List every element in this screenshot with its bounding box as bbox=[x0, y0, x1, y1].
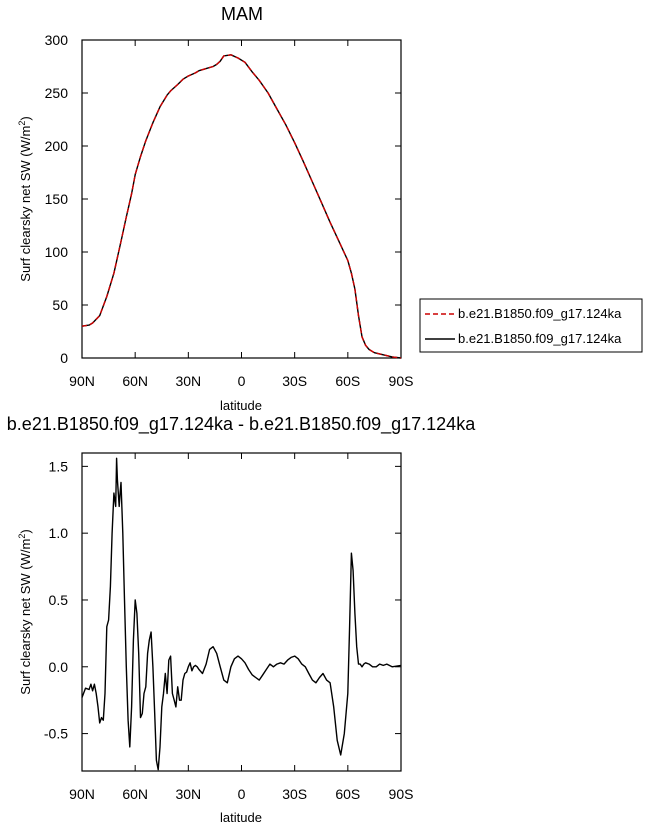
top-x-tick-label: 90N bbox=[69, 373, 95, 389]
bottom-series-line-0 bbox=[81, 457, 402, 771]
bottom-y-tick-label: 0.0 bbox=[49, 659, 69, 675]
bottom-y-tick-label: 1.5 bbox=[49, 458, 69, 474]
top-y-tick-label: 50 bbox=[52, 297, 68, 313]
top-x-tick-label: 60N bbox=[122, 373, 148, 389]
bottom-y-axis-label: Surf clearsky net SW (W/m2) bbox=[17, 529, 33, 694]
top-x-tick-label: 0 bbox=[238, 373, 246, 389]
bottom-x-tick-label: 60S bbox=[335, 786, 360, 802]
top-y-tick-label: 100 bbox=[45, 244, 69, 260]
bottom-plot-frame bbox=[81, 452, 402, 772]
legend-box bbox=[419, 298, 643, 353]
bottom-x-tick-label: 30S bbox=[282, 786, 307, 802]
bottom-y-tick-label: 1.0 bbox=[49, 525, 69, 541]
bottom-axis-ticks: 90N 60N 30N 0 30S 60S 90S -0.5 0.0 0.5 1.0 1.5 bbox=[44, 453, 414, 802]
bottom-series-lines bbox=[81, 457, 402, 771]
top-x-tick-label: 90S bbox=[389, 373, 414, 389]
top-x-tick-label: 30N bbox=[175, 373, 201, 389]
top-chart: 90N 60N 30N 0 30S 60S 90S 0 50 100 150 200 250 300 la… bbox=[17, 32, 413, 413]
top-y-tick-label: 0 bbox=[60, 350, 68, 366]
bottom-x-tick-label: 60N bbox=[122, 786, 148, 802]
bottom-x-tick-label: 0 bbox=[238, 786, 246, 802]
top-series-lines bbox=[81, 54, 402, 359]
bottom-chart-title: b.e21.B1850.f09_g17.124ka - b.e21.B1850.… bbox=[7, 414, 476, 435]
top-y-tick-label: 200 bbox=[45, 138, 69, 154]
bottom-x-tick-label: 30N bbox=[175, 786, 201, 802]
top-y-tick-label: 150 bbox=[45, 191, 69, 207]
bottom-x-tick-label: 90N bbox=[69, 786, 95, 802]
bottom-chart: b.e21.B1850.f09_g17.124ka - b.e21.B1850.… bbox=[7, 414, 476, 825]
top-y-tick-label: 250 bbox=[45, 85, 69, 101]
legend-label-dashed: b.e21.B1850.f09_g17.124ka bbox=[458, 306, 622, 321]
bottom-y-tick-label: 0.5 bbox=[49, 592, 69, 608]
bottom-x-axis-label: latitude bbox=[220, 810, 262, 825]
top-x-tick-label: 30S bbox=[282, 373, 307, 389]
top-y-tick-label: 300 bbox=[45, 32, 69, 48]
bottom-y-tick-label: -0.5 bbox=[44, 726, 68, 742]
top-x-tick-label: 60S bbox=[335, 373, 360, 389]
top-series-line-1 bbox=[81, 54, 402, 359]
page-title: MAM bbox=[221, 4, 263, 24]
legend-label-solid: b.e21.B1850.f09_g17.124ka bbox=[458, 331, 622, 346]
top-axis-ticks: 90N 60N 30N 0 30S 60S 90S 0 50 100 150 200 250 300 bbox=[45, 32, 414, 389]
top-series-line-0 bbox=[81, 54, 402, 359]
bottom-x-tick-label: 90S bbox=[389, 786, 414, 802]
top-x-axis-label: latitude bbox=[220, 398, 262, 413]
legend: b.e21.B1850.f09_g17.124ka b.e21.B1850.f0… bbox=[419, 298, 643, 353]
top-y-axis-label: Surf clearsky net SW (W/m2) bbox=[17, 116, 33, 281]
